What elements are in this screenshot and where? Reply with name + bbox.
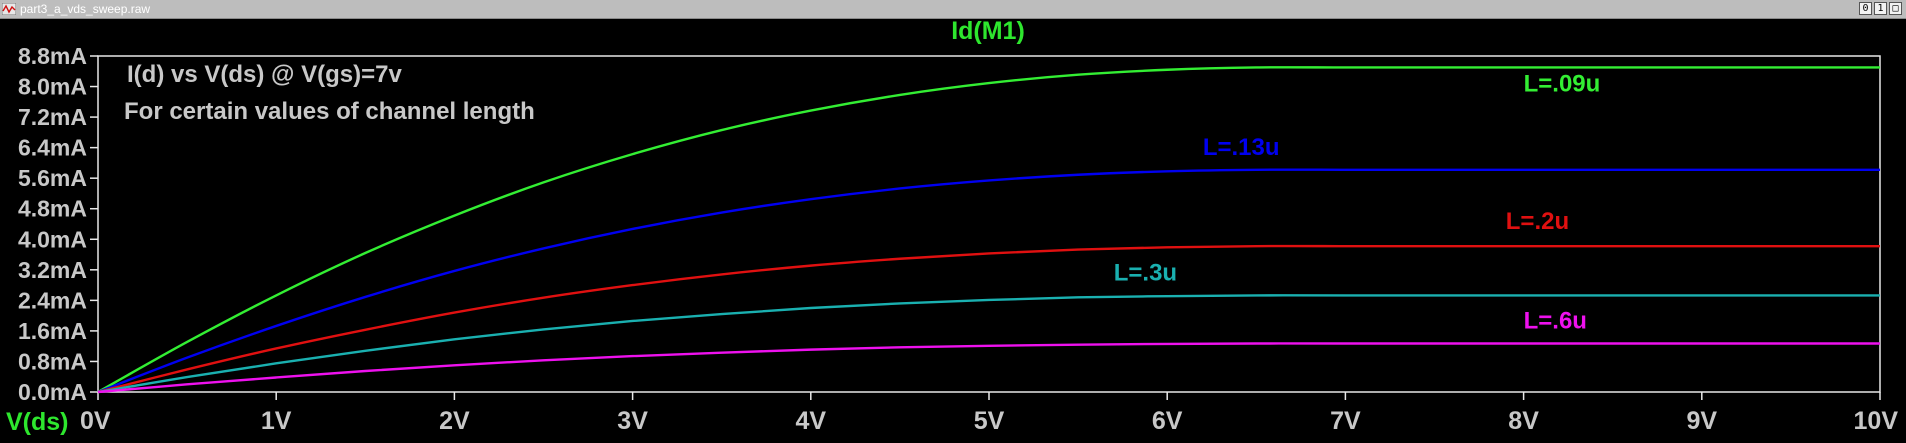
x-tick-label: 7V xyxy=(1330,407,1361,435)
restore-button[interactable]: 1 xyxy=(1874,2,1887,15)
annotation-title: I(d) vs V(ds) @ V(gs)=7v xyxy=(127,61,402,88)
y-tick-label: 8.0mA xyxy=(18,74,87,100)
y-tick-label: 0.8mA xyxy=(18,348,87,374)
series-label-5: L=.6u xyxy=(1524,308,1587,335)
x-tick-label: 8V xyxy=(1508,407,1539,435)
series-line-1 xyxy=(97,66,1880,394)
y-tick-label: 8.8mA xyxy=(18,43,87,69)
y-tick-label: 7.2mA xyxy=(18,104,87,130)
series-line-4 xyxy=(97,294,1880,394)
x-tick-labels: 0V 1V 2V 3V 4V 5V 6V 7V 8V 9V 10V xyxy=(80,407,1898,435)
series-label-3: L=.2u xyxy=(1506,208,1569,235)
y-tick-label: 4.8mA xyxy=(18,196,87,222)
x-tick-label: 0V xyxy=(80,407,111,435)
y-tick-label: 5.6mA xyxy=(18,165,87,191)
waveform-app-icon xyxy=(2,3,16,15)
y-tick-label: 0.0mA xyxy=(18,379,87,405)
window-title: part3_a_vds_sweep.raw xyxy=(20,2,151,16)
x-axis-label: V(ds) xyxy=(6,408,69,436)
series-lines xyxy=(97,66,1880,394)
x-tick-label: 5V xyxy=(974,407,1005,435)
plot-area[interactable]: 0.0mA 0.8mA 1.6mA 2.4mA 3.2mA 4.0mA 4.8mA 5.6mA… xyxy=(0,19,1906,443)
series-labels: L=.09u L=.13u L=.2u L=.3u L=.6u xyxy=(1114,70,1601,334)
chart-title: Id(M1) xyxy=(951,19,1025,45)
series-line-5 xyxy=(97,342,1880,394)
y-tick-labels: 0.0mA 0.8mA 1.6mA 2.4mA 3.2mA 4.0mA 4.8mA 5.6mA… xyxy=(18,43,87,405)
maximize-button[interactable]: □ xyxy=(1889,2,1902,15)
window-titlebar: part3_a_vds_sweep.raw 0 1 □ xyxy=(0,0,1906,19)
x-tick-label: 9V xyxy=(1687,407,1718,435)
x-tick-label: 3V xyxy=(617,407,648,435)
y-tick-label: 4.0mA xyxy=(18,226,87,252)
x-tick-label: 4V xyxy=(796,407,827,435)
x-tick-label: 10V xyxy=(1854,407,1899,435)
tick-marks xyxy=(90,55,1881,400)
minimize-button[interactable]: 0 xyxy=(1859,2,1872,15)
y-tick-label: 2.4mA xyxy=(18,287,87,313)
y-tick-label: 3.2mA xyxy=(18,257,87,283)
series-label-4: L=.3u xyxy=(1114,259,1177,286)
y-tick-label: 6.4mA xyxy=(18,135,87,161)
x-tick-label: 2V xyxy=(439,407,470,435)
series-line-3 xyxy=(97,244,1880,394)
series-label-1: L=.09u xyxy=(1524,70,1601,97)
series-label-2: L=.13u xyxy=(1203,134,1280,161)
window-controls: 0 1 □ xyxy=(1859,2,1902,15)
series-line-2 xyxy=(97,168,1880,394)
y-tick-label: 1.6mA xyxy=(18,318,87,344)
annotation-subtitle: For certain values of channel length xyxy=(124,98,535,125)
x-tick-label: 6V xyxy=(1152,407,1183,435)
x-tick-label: 1V xyxy=(261,407,292,435)
